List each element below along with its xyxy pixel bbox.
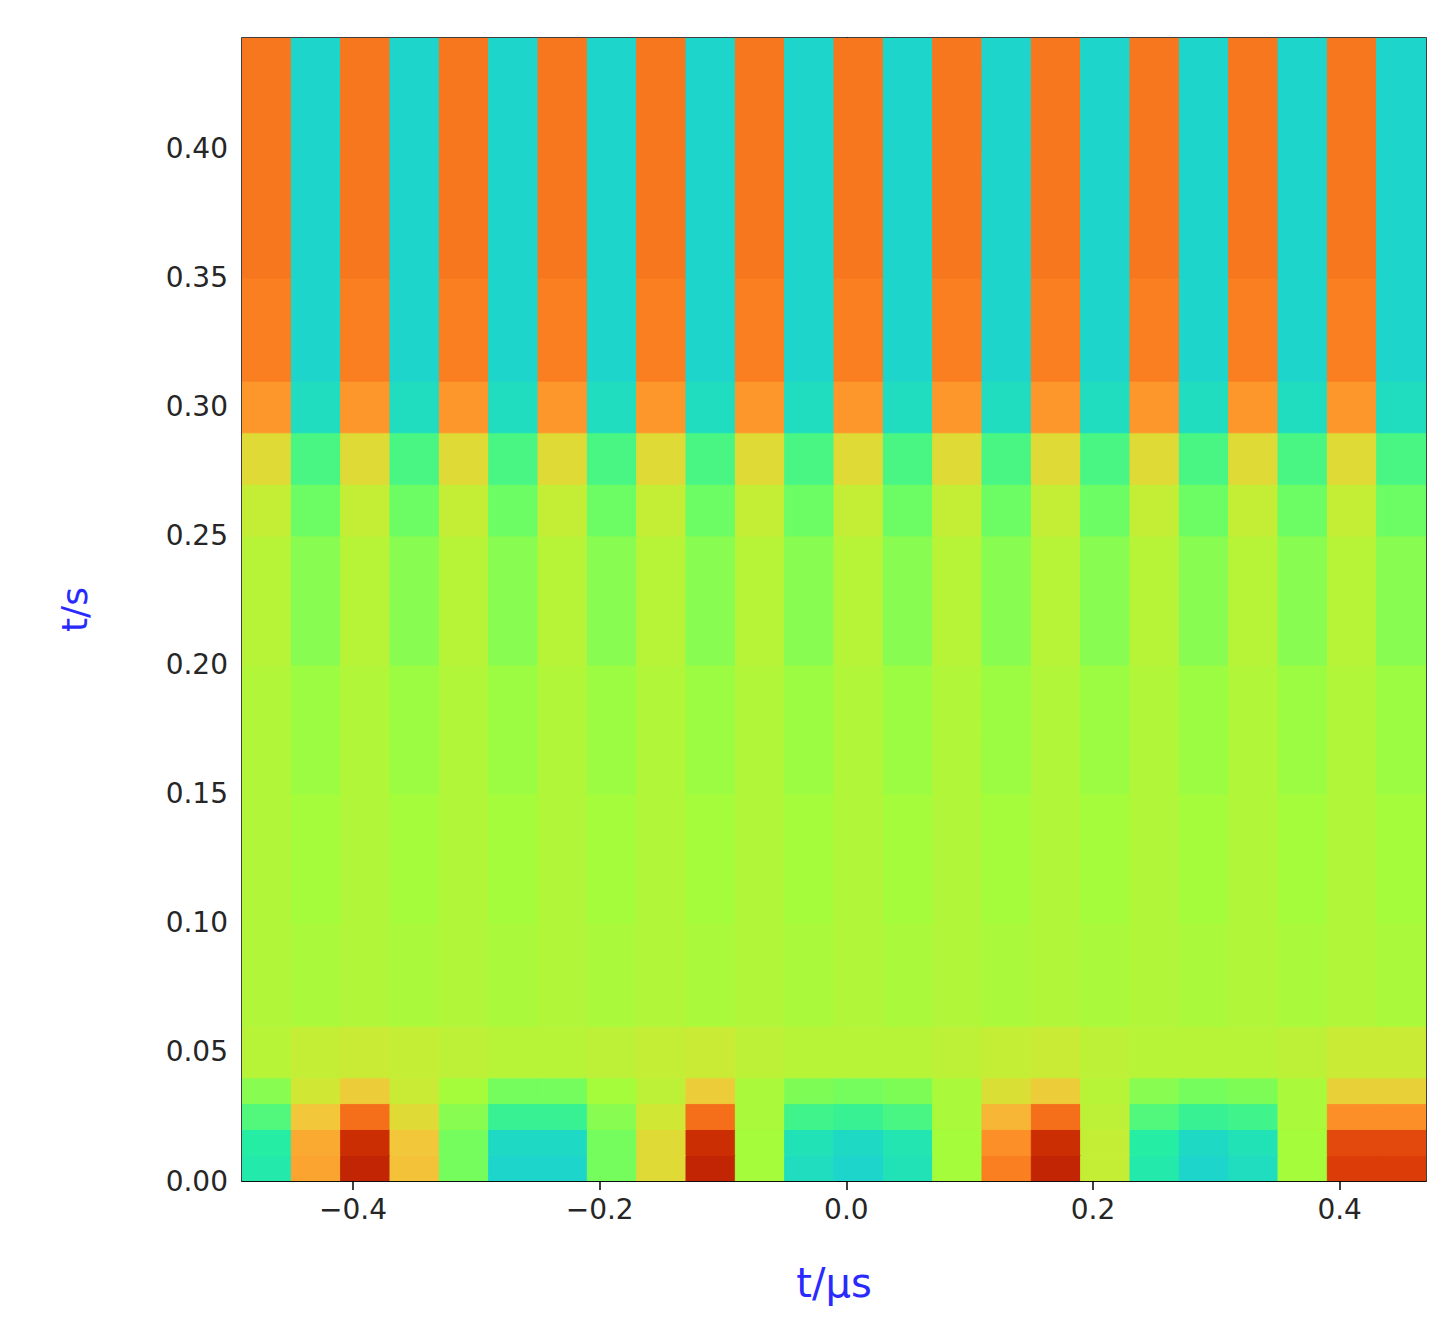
svg-text:0.0: 0.0 bbox=[824, 1193, 869, 1226]
svg-text:0.40: 0.40 bbox=[166, 132, 228, 165]
svg-text:0.15: 0.15 bbox=[166, 777, 228, 810]
svg-text:0.30: 0.30 bbox=[166, 390, 228, 423]
svg-text:0.00: 0.00 bbox=[166, 1165, 228, 1198]
svg-text:t/μs: t/μs bbox=[796, 1260, 871, 1306]
svg-text:0.4: 0.4 bbox=[1317, 1193, 1362, 1226]
svg-text:0.25: 0.25 bbox=[166, 519, 228, 552]
svg-text:−0.4: −0.4 bbox=[319, 1193, 387, 1226]
svg-text:−0.2: −0.2 bbox=[566, 1193, 634, 1226]
svg-text:0.05: 0.05 bbox=[166, 1035, 228, 1068]
svg-text:0.2: 0.2 bbox=[1071, 1193, 1116, 1226]
svg-text:t/s: t/s bbox=[54, 587, 95, 632]
svg-text:0.35: 0.35 bbox=[166, 261, 228, 294]
svg-text:0.20: 0.20 bbox=[166, 648, 228, 681]
svg-text:0.10: 0.10 bbox=[166, 906, 228, 939]
